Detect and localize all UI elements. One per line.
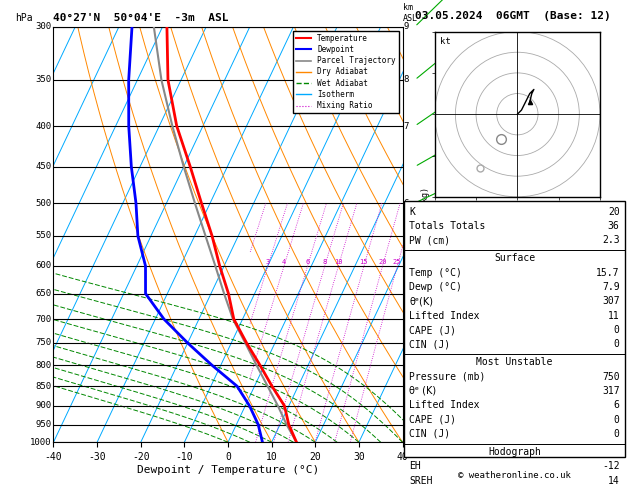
Text: 36: 36	[608, 221, 620, 231]
Text: SREH: SREH	[409, 476, 433, 486]
Text: θᵉ(K): θᵉ(K)	[409, 296, 433, 306]
Text: 11: 11	[608, 311, 620, 321]
Text: 750: 750	[602, 372, 620, 382]
Text: 307: 307	[602, 296, 620, 306]
Text: 4: 4	[403, 314, 409, 324]
Text: 8: 8	[323, 259, 326, 264]
Legend: Temperature, Dewpoint, Parcel Trajectory, Dry Adiabat, Wet Adiabat, Isotherm, Mi: Temperature, Dewpoint, Parcel Trajectory…	[292, 31, 399, 113]
Text: Dewp (°C): Dewp (°C)	[409, 282, 462, 292]
Text: 400: 400	[36, 122, 52, 131]
Text: 950: 950	[36, 420, 52, 429]
Text: 9: 9	[403, 22, 409, 31]
Text: 750: 750	[36, 338, 52, 347]
Text: 7.9: 7.9	[602, 282, 620, 292]
Text: Pressure (mb): Pressure (mb)	[409, 372, 486, 382]
Text: 900: 900	[36, 401, 52, 410]
Text: 6: 6	[305, 259, 309, 264]
Text: 20: 20	[378, 259, 387, 264]
Text: 0: 0	[403, 438, 409, 447]
Text: 650: 650	[36, 289, 52, 298]
Text: 7: 7	[403, 122, 409, 131]
Text: 0: 0	[614, 339, 620, 349]
Text: 8: 8	[403, 75, 409, 85]
Text: 03.05.2024  06GMT  (Base: 12): 03.05.2024 06GMT (Base: 12)	[415, 11, 611, 21]
Text: 4: 4	[282, 259, 286, 264]
Text: 0: 0	[614, 415, 620, 425]
Text: 0: 0	[614, 429, 620, 439]
Text: Totals Totals: Totals Totals	[409, 221, 486, 231]
Text: 1LCL: 1LCL	[403, 406, 422, 415]
Text: © weatheronline.co.uk: © weatheronline.co.uk	[458, 471, 571, 480]
Text: 450: 450	[36, 162, 52, 171]
Text: PW (cm): PW (cm)	[409, 235, 450, 245]
Text: Mixing Ratio (g/kg): Mixing Ratio (g/kg)	[421, 187, 430, 282]
Text: CAPE (J): CAPE (J)	[409, 415, 457, 425]
Text: 15.7: 15.7	[596, 268, 620, 278]
Text: 15: 15	[360, 259, 368, 264]
Text: 600: 600	[36, 261, 52, 270]
Text: 25: 25	[393, 259, 401, 264]
Text: -12: -12	[602, 461, 620, 471]
Text: 2: 2	[403, 361, 409, 370]
Text: 500: 500	[36, 199, 52, 208]
Text: 10: 10	[334, 259, 343, 264]
Text: 6: 6	[614, 400, 620, 410]
Text: 1: 1	[403, 401, 409, 410]
Text: 700: 700	[36, 314, 52, 324]
Text: Hodograph: Hodograph	[488, 447, 541, 457]
Text: Lifted Index: Lifted Index	[409, 400, 480, 410]
Text: CIN (J): CIN (J)	[409, 339, 450, 349]
Text: 0: 0	[614, 325, 620, 335]
Text: θᵉ (K): θᵉ (K)	[409, 386, 437, 396]
Text: 350: 350	[36, 75, 52, 85]
Text: CIN (J): CIN (J)	[409, 429, 450, 439]
Text: Temp (°C): Temp (°C)	[409, 268, 462, 278]
X-axis label: Dewpoint / Temperature (°C): Dewpoint / Temperature (°C)	[137, 465, 319, 475]
Text: Lifted Index: Lifted Index	[409, 311, 480, 321]
Text: 317: 317	[602, 386, 620, 396]
Text: 1000: 1000	[30, 438, 52, 447]
Text: 3: 3	[403, 338, 409, 347]
Text: Surface: Surface	[494, 253, 535, 263]
Text: 800: 800	[36, 361, 52, 370]
Text: 20: 20	[608, 207, 620, 217]
Text: 14: 14	[608, 476, 620, 486]
Text: 550: 550	[36, 231, 52, 241]
Text: kt: kt	[440, 36, 450, 46]
Text: 5: 5	[403, 261, 409, 270]
Text: Most Unstable: Most Unstable	[476, 357, 553, 367]
Text: K: K	[409, 207, 415, 217]
Text: 3: 3	[265, 259, 270, 264]
Text: CAPE (J): CAPE (J)	[409, 325, 457, 335]
Text: 40°27'N  50°04'E  -3m  ASL: 40°27'N 50°04'E -3m ASL	[53, 13, 229, 22]
Text: hPa: hPa	[15, 13, 33, 22]
Text: 2.3: 2.3	[602, 235, 620, 245]
Text: 6: 6	[403, 199, 409, 208]
Text: 300: 300	[36, 22, 52, 31]
Text: km
ASL: km ASL	[403, 3, 418, 22]
Text: 850: 850	[36, 382, 52, 391]
Text: EH: EH	[409, 461, 421, 471]
